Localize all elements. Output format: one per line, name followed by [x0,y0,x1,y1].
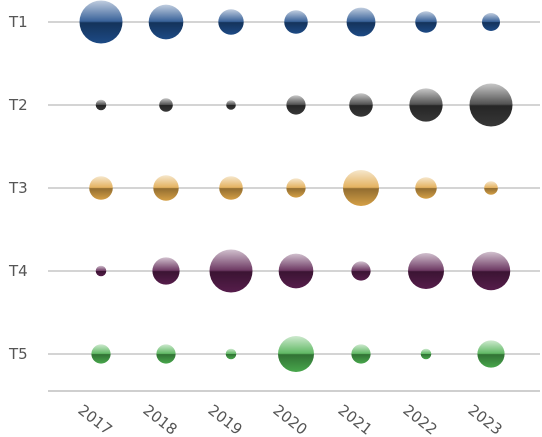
labels: T1 T2 T3 T4 T5 2017 2018 2019 2020 2021 2022 2023 [8,13,506,437]
bubble-T3-2019 [219,176,243,200]
bubble-T5-2023 [477,340,505,368]
bubble-T4-2020 [278,253,314,289]
bubble-T3-2017 [89,176,113,200]
row-label-T1: T1 [8,13,28,31]
bubble-T1-2020 [284,10,308,34]
x-tick-label-2017: 2017 [75,401,116,437]
bubble-T4-2019 [209,249,253,293]
bubble-T4-2022 [408,253,444,289]
bubble-T5-2018 [156,344,176,364]
bubble-T2-2018 [159,98,173,112]
row-label-T2: T2 [8,96,28,114]
bubble-T1-2017 [79,0,123,44]
bubble-T3-2022 [415,177,437,199]
bubble-T1-2019 [218,9,244,35]
bubble-T4-2023 [471,251,511,291]
bubble-T2-2022 [409,88,443,122]
bubble-T2-2023 [469,83,513,127]
row-label-T5: T5 [8,345,28,363]
x-tick-label-2018: 2018 [140,401,181,437]
bubble-T3-2023 [484,181,498,195]
bubble-T4-2017 [95,265,107,277]
x-tick-label-2020: 2020 [270,401,311,437]
bubble-T1-2022 [415,11,437,33]
bubble-T2-2017 [95,99,107,111]
bubbles [79,0,513,372]
x-tick-label-2022: 2022 [400,401,441,437]
bubble-T4-2021 [351,261,371,281]
bubble-T1-2018 [148,4,184,40]
bubble-T3-2021 [343,170,379,206]
bubble-T1-2023 [482,13,500,31]
bubble-T5-2021 [351,344,371,364]
bubble-T5-2019 [225,348,237,360]
bubble-T2-2019 [226,100,236,110]
bubble-T5-2022 [420,348,432,360]
bubble-T2-2021 [349,93,373,117]
bubble-T5-2017 [91,344,111,364]
bubble-T3-2020 [286,178,306,198]
row-label-T3: T3 [8,179,28,197]
bubble-T1-2021 [346,7,376,37]
bubble-T3-2018 [153,175,179,201]
row-label-T4: T4 [8,262,28,280]
x-tick-label-2019: 2019 [205,401,246,437]
x-tick-label-2023: 2023 [465,401,506,437]
x-tick-label-2021: 2021 [335,401,376,437]
bubble-T5-2020 [278,336,314,372]
bubble-T4-2018 [152,257,180,285]
bubble-T2-2020 [286,95,306,115]
